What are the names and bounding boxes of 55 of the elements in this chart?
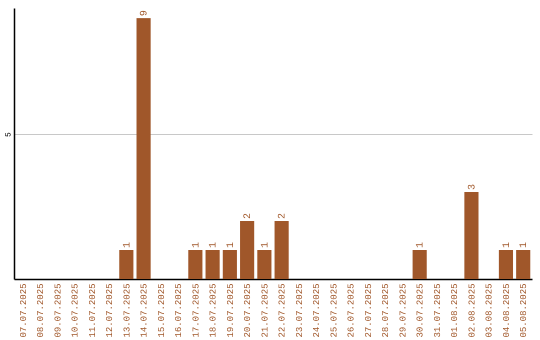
- data-label: 2: [243, 213, 254, 220]
- x-tick-label: 04.08.2025: [502, 284, 512, 338]
- x-tick-label: 20.07.2025: [243, 284, 254, 338]
- x-tick-label: 09.07.2025: [53, 284, 64, 338]
- x-tick-label: 22.07.2025: [278, 284, 288, 338]
- x-tick-label: 30.07.2025: [416, 284, 426, 338]
- x-tick-label: 18.07.2025: [208, 284, 219, 338]
- bar: [498, 250, 514, 279]
- x-tick-label: 26.07.2025: [346, 284, 357, 338]
- data-label: 1: [416, 242, 427, 248]
- bar: [119, 250, 134, 279]
- bar: [136, 18, 151, 279]
- y-tick-label: 5: [4, 132, 14, 137]
- x-tick-label: 08.07.2025: [36, 284, 46, 338]
- x-tick-label: 21.07.2025: [260, 284, 270, 338]
- x-tick-label: 11.07.2025: [88, 284, 98, 338]
- x-tick-label: 07.07.2025: [18, 284, 29, 338]
- x-tick-label: 02.08.2025: [467, 284, 478, 338]
- data-label: 1: [260, 242, 272, 248]
- x-tick-label: 17.07.2025: [191, 284, 202, 338]
- bar: [206, 250, 220, 279]
- x-tick-label: 03.08.2025: [484, 284, 495, 338]
- x-tick-label: 28.07.2025: [381, 284, 392, 338]
- x-tick-label: 05.08.2025: [519, 284, 530, 338]
- data-label: 1: [208, 242, 220, 248]
- data-label: 2: [278, 213, 289, 220]
- x-tick-label: 10.07.2025: [70, 284, 81, 338]
- x-tick-label: 29.07.2025: [398, 284, 408, 338]
- bar: [464, 192, 479, 279]
- x-tick-label: 13.07.2025: [122, 284, 132, 338]
- x-tick-label: 16.07.2025: [174, 284, 184, 338]
- bar: [274, 221, 289, 279]
- bar: [412, 250, 427, 279]
- x-tick-label: 19.07.2025: [226, 284, 236, 338]
- data-label: 1: [519, 242, 530, 248]
- x-tick-label: 12.07.2025: [105, 284, 116, 338]
- bar: [516, 250, 530, 279]
- bar: [257, 250, 272, 279]
- x-tick-label: 01.08.2025: [450, 284, 460, 338]
- x-tick-label: 14.07.2025: [140, 284, 150, 338]
- data-label: 9: [140, 10, 151, 16]
- bar: [188, 250, 202, 279]
- x-tick-label: 27.07.2025: [364, 284, 374, 338]
- x-tick-label: 31.07.2025: [432, 284, 443, 338]
- data-label: 1: [502, 242, 513, 248]
- x-tick-label: 15.07.2025: [156, 284, 167, 338]
- data-label: 3: [467, 184, 478, 190]
- data-label: 1: [191, 242, 202, 248]
- bar: [222, 250, 237, 279]
- x-tick-label: 23.07.2025: [294, 284, 305, 338]
- x-tick-label: 25.07.2025: [329, 284, 340, 338]
- bar: [240, 221, 254, 279]
- x-tick-label: 24.07.2025: [312, 284, 322, 338]
- data-label: 1: [122, 242, 134, 248]
- data-label: 1: [226, 242, 237, 248]
